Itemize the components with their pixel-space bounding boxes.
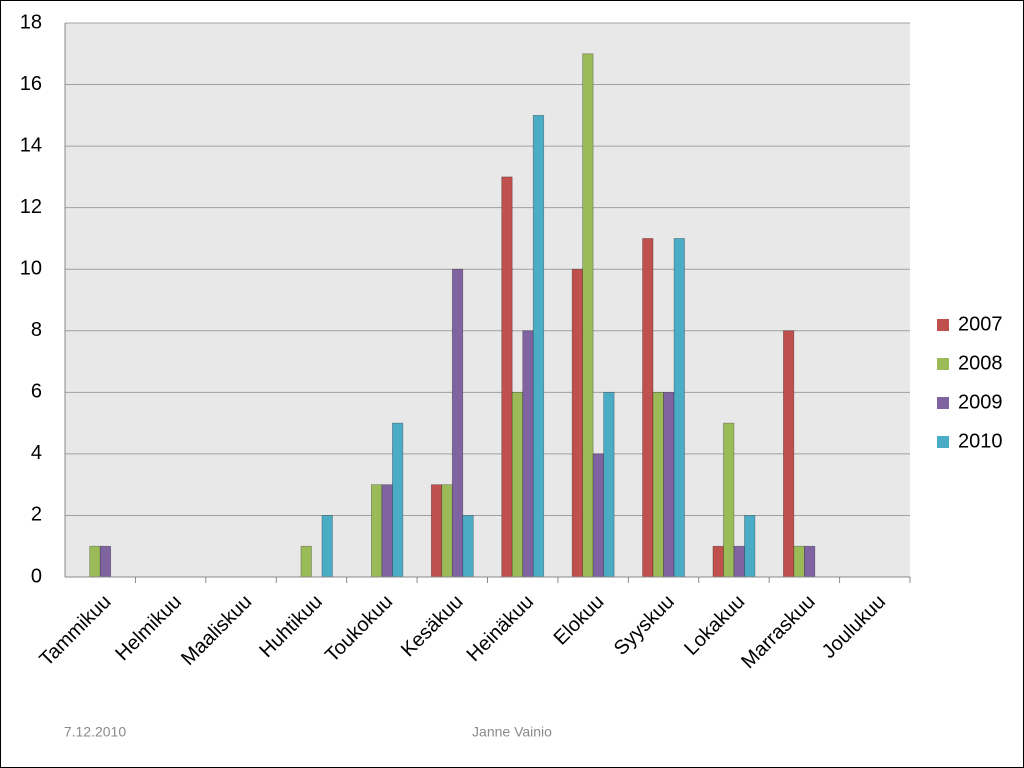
legend-swatch <box>937 319 949 331</box>
legend-swatch <box>937 436 949 448</box>
bar <box>371 484 383 578</box>
bar <box>441 484 453 578</box>
legend-label: 2009 <box>958 391 1003 413</box>
footer-author: Janne Vainio <box>472 724 552 740</box>
y-tick-label: 2 <box>31 504 42 526</box>
bar <box>793 545 805 578</box>
bar <box>783 330 795 578</box>
y-tick-label: 14 <box>20 134 42 156</box>
bar <box>511 391 524 578</box>
legend-label: 2007 <box>958 313 1003 335</box>
bar <box>300 545 312 578</box>
y-tick-label: 8 <box>31 319 42 341</box>
bar <box>673 238 685 578</box>
legend-swatch <box>937 358 949 370</box>
bar <box>89 545 101 578</box>
bar <box>723 422 735 578</box>
y-tick-label: 18 <box>20 11 42 33</box>
y-tick-label: 12 <box>20 196 42 218</box>
bar <box>652 391 664 578</box>
bar <box>321 515 333 578</box>
bar <box>462 515 474 578</box>
bar <box>392 422 404 578</box>
plot-area <box>65 23 910 577</box>
bar <box>451 268 464 578</box>
bar <box>582 53 594 578</box>
bar <box>733 545 745 578</box>
y-tick-label: 0 <box>31 565 42 587</box>
footer-date: 7.12.2010 <box>64 724 126 740</box>
legend-swatch <box>937 397 949 409</box>
bar <box>592 453 604 578</box>
y-tick-label: 6 <box>31 381 42 403</box>
bar <box>532 114 545 578</box>
bar <box>642 238 654 578</box>
bar <box>663 391 675 578</box>
legend-label: 2008 <box>958 352 1003 374</box>
bar <box>603 391 615 578</box>
y-tick-label: 4 <box>31 442 42 464</box>
bar <box>501 176 513 578</box>
bar <box>804 545 816 578</box>
bar <box>712 545 724 578</box>
y-tick-label: 10 <box>20 258 42 280</box>
bar <box>744 515 756 578</box>
bar <box>99 545 112 578</box>
bar <box>381 484 393 578</box>
bar <box>522 330 534 578</box>
legend-label: 2010 <box>958 430 1003 452</box>
y-tick-label: 16 <box>20 73 42 95</box>
bar <box>571 268 583 578</box>
bar <box>430 484 443 578</box>
